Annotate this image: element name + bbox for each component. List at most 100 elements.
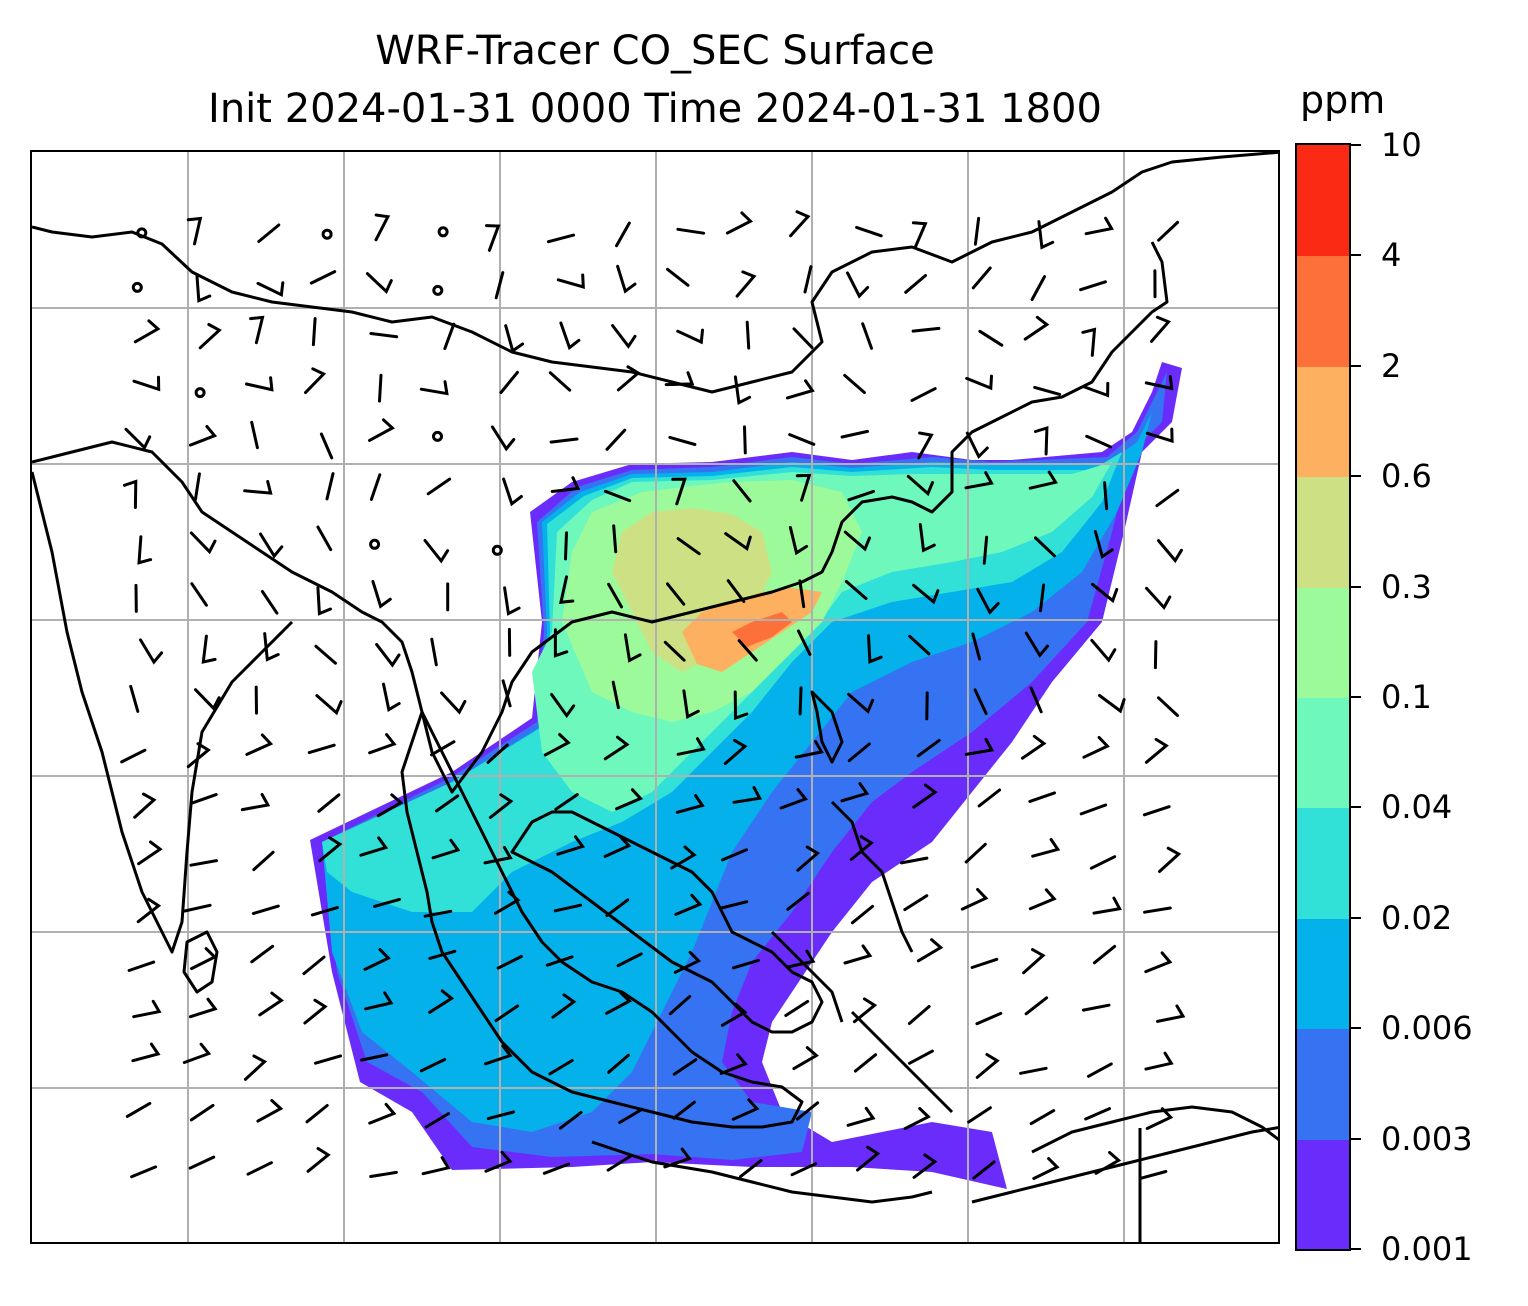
colorbar-tick-label: 0.003 [1381, 1119, 1473, 1158]
wind-barb [743, 425, 747, 455]
wind-barb [676, 737, 706, 756]
wind-barb [668, 995, 692, 1016]
wind-barb [861, 322, 873, 350]
colorbar-segment [1297, 145, 1349, 257]
wind-barb [605, 991, 633, 1015]
map-title-line2: Init 2024-01-31 0000 Time 2024-01-31 180… [208, 86, 1102, 132]
wind-barb [484, 1044, 513, 1066]
wind-barb [1024, 631, 1049, 658]
wind-barb [369, 332, 399, 339]
wind-barb [548, 371, 572, 392]
wind-barb [603, 835, 632, 858]
wind-barb [122, 479, 138, 509]
wind-barb [542, 1162, 571, 1175]
wind-barb [846, 1106, 876, 1127]
wind-barb [1158, 846, 1182, 873]
wind-barb [304, 367, 327, 395]
wind-barb [189, 859, 218, 867]
map-panel[interactable] [30, 150, 1280, 1244]
wind-barb [732, 786, 763, 804]
wind-barb [723, 738, 748, 765]
wind-barb [1103, 481, 1109, 511]
wind-barb [325, 472, 335, 501]
wind-barb [603, 489, 632, 503]
wind-barb [378, 373, 383, 403]
wind-barb [486, 743, 509, 764]
wind-barb [733, 375, 752, 405]
wind-barb [364, 991, 394, 1011]
wind-barb [615, 788, 644, 811]
wind-barb [1155, 488, 1180, 508]
wind-barb [130, 1165, 158, 1179]
wind-barb [731, 1098, 760, 1121]
wind-barb [904, 274, 927, 294]
wind-barb [430, 740, 456, 757]
wind-barb [190, 582, 208, 607]
wind-barb [373, 897, 401, 908]
wind-barb [899, 856, 929, 865]
wind-barb [365, 272, 393, 295]
wind-barb [623, 633, 642, 663]
wind-barb [1142, 805, 1171, 817]
wind-barb [545, 955, 574, 967]
wind-barb [183, 903, 212, 913]
wind-barb [615, 221, 631, 248]
wind-barb [976, 587, 1000, 615]
wind-barb [672, 1100, 696, 1120]
colorbar-segment [1297, 1138, 1349, 1249]
colorbar-segment [1297, 476, 1349, 588]
wind-barb [195, 273, 212, 303]
wind-barb [1023, 315, 1050, 341]
wind-barb [133, 319, 161, 344]
wind-barb [786, 891, 810, 911]
wind-barb [1153, 640, 1158, 670]
wind-barb [306, 1147, 331, 1173]
wind-barb [488, 793, 514, 819]
wind-barb [975, 1053, 1000, 1079]
wind-barb [1079, 803, 1108, 816]
wind-barb [382, 682, 401, 712]
wind-barb [554, 793, 579, 811]
wind-barb [484, 1150, 513, 1173]
wind-barb [726, 579, 746, 603]
wind-barb [423, 909, 453, 918]
wind-barb [960, 888, 989, 911]
gridlines [32, 152, 1278, 1242]
wind-barb [494, 271, 505, 300]
wind-barb [675, 794, 705, 814]
wind-barb [137, 535, 153, 565]
wind-barb [908, 1049, 934, 1065]
colorbar-segment [1297, 1028, 1349, 1140]
wind-barb [790, 1162, 818, 1177]
wind-barb [672, 1058, 698, 1076]
wind-barb [676, 328, 704, 345]
wind-barb [867, 634, 883, 664]
colorbar-segment [1297, 586, 1349, 698]
wind-barb [1031, 838, 1061, 858]
wind-barb [260, 590, 279, 615]
wind-barb [188, 425, 218, 447]
wind-barb [256, 1099, 284, 1123]
wind-barb [127, 960, 156, 972]
wind-barb [504, 324, 525, 354]
wind-barb [664, 371, 695, 387]
colorbar [1295, 143, 1351, 1251]
wind-barb [916, 738, 941, 758]
wind-barb [485, 224, 501, 252]
wind-barb [1028, 791, 1056, 803]
wind-barb [1081, 327, 1097, 357]
colorbar-tick-label: 2 [1381, 346, 1402, 385]
wind-barb [616, 365, 641, 392]
wind-barb [798, 579, 806, 609]
wind-barb [788, 433, 816, 446]
wind-barb [428, 989, 455, 1014]
colorbar-tick-label: 0.02 [1381, 898, 1453, 937]
wind-barb [735, 270, 757, 298]
wind-barb [967, 1106, 992, 1124]
map-canvas[interactable] [32, 152, 1280, 1244]
wind-barb [972, 1160, 996, 1180]
wind-barb [847, 489, 875, 502]
wind-barb [1081, 1003, 1111, 1012]
wind-barb [483, 845, 513, 865]
wind-barb [1093, 530, 1114, 560]
